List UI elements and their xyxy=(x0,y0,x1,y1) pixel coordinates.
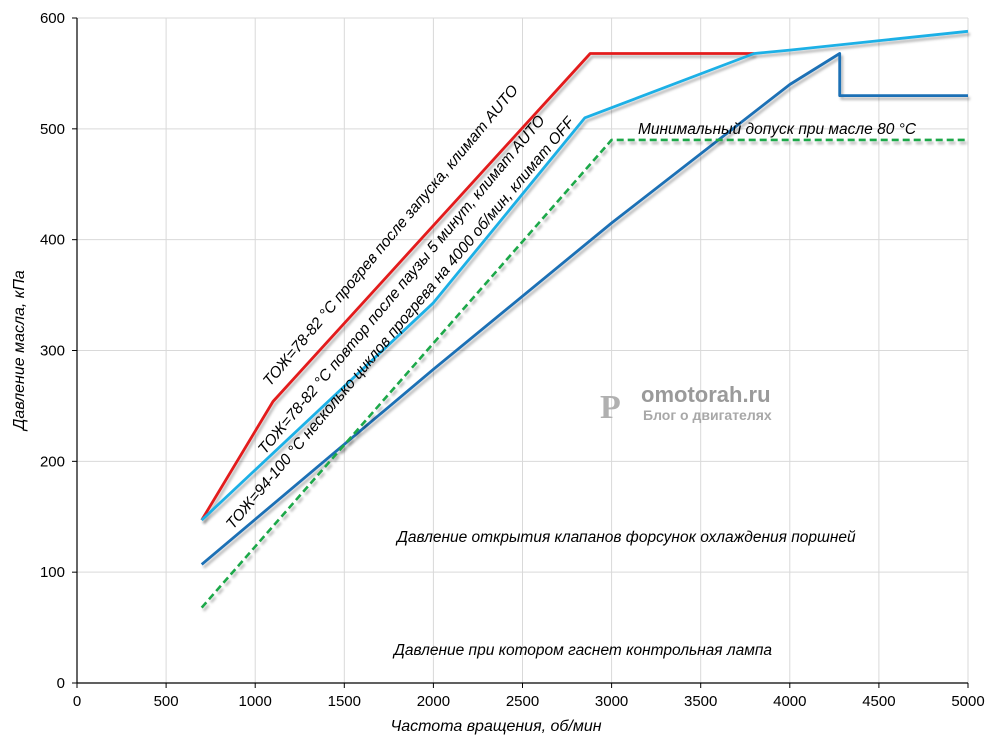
x-tick-label: 4500 xyxy=(862,693,895,710)
watermark-logo: P xyxy=(600,389,621,426)
y-tick-label: 0 xyxy=(57,675,65,692)
x-tick-label: 1000 xyxy=(239,693,272,710)
series-lines xyxy=(77,29,969,664)
x-tick-label: 2500 xyxy=(506,693,539,710)
x-tick-label: 1500 xyxy=(328,693,361,710)
series-red-warmup xyxy=(200,52,755,521)
watermark-tagline: Блог о двигателях xyxy=(643,407,772,423)
series-dark-blue-hot xyxy=(200,52,968,566)
y-tick-label: 600 xyxy=(40,10,65,27)
watermark-site: omotorah.ru xyxy=(641,382,771,407)
y-tick-label: 300 xyxy=(40,343,65,360)
x-tick-label: 5000 xyxy=(951,693,984,710)
x-tick-label: 3500 xyxy=(684,693,717,710)
watermark: P omotorah.ru Блог о двигателях xyxy=(600,382,772,426)
series-green-min-tolerance xyxy=(200,138,968,609)
annotation-orange-high: Давление открытия клапанов форсунок охла… xyxy=(395,529,856,546)
axes xyxy=(72,17,969,688)
y-tick-label: 400 xyxy=(40,232,65,249)
y-tick-label: 100 xyxy=(40,564,65,581)
y-tick-label: 500 xyxy=(40,121,65,138)
annotation-green-series: Минимальный допуск при масле 80 °С xyxy=(638,121,917,138)
x-tick-label: 4000 xyxy=(773,693,806,710)
series-light-blue-repeat xyxy=(200,29,969,522)
x-tick-label: 0 xyxy=(73,693,81,710)
tick-labels: 0 500 1000 1500 2000 2500 3000 3500 4000 4500 5000… xyxy=(40,10,985,710)
annotation-orange-low: Давление при котором гаснет контрольная … xyxy=(392,642,772,659)
x-tick-label: 3000 xyxy=(595,693,628,710)
x-tick-label: 2000 xyxy=(417,693,450,710)
y-axis-title: Давление масла, кПа xyxy=(11,270,28,432)
x-axis-title: Частота вращения, об/мин xyxy=(390,718,601,735)
y-tick-label: 200 xyxy=(40,453,65,470)
x-tick-label: 500 xyxy=(154,693,179,710)
